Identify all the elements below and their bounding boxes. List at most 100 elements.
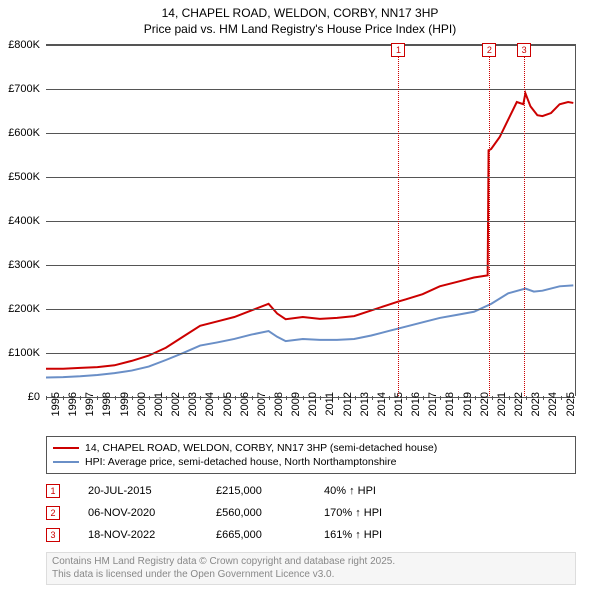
x-axis-label: 2025: [565, 392, 577, 416]
footer-line2: This data is licensed under the Open Gov…: [52, 569, 570, 582]
sale-vline: [398, 45, 399, 396]
x-tick: [115, 396, 116, 400]
x-axis-label: 2008: [273, 392, 285, 416]
x-axis-label: 2003: [187, 392, 199, 416]
x-tick: [200, 396, 201, 400]
y-axis-label: £400K: [0, 215, 40, 227]
x-tick: [166, 396, 167, 400]
x-axis-label: 2002: [170, 392, 182, 416]
plot-region: £0£100K£200K£300K£400K£500K£600K£700K£80…: [46, 44, 576, 396]
x-tick: [561, 396, 562, 400]
x-axis-label: 2017: [427, 392, 439, 416]
sale-row-marker: 2: [46, 506, 60, 520]
x-axis-label: 1997: [84, 392, 96, 416]
sales-table: 120-JUL-2015£215,00040% ↑ HPI206-NOV-202…: [46, 480, 424, 546]
x-tick: [440, 396, 441, 400]
x-tick: [149, 396, 150, 400]
sale-pct: 40% ↑ HPI: [324, 485, 424, 497]
footer-note: Contains HM Land Registry data © Crown c…: [46, 552, 576, 585]
y-axis-label: £800K: [0, 39, 40, 51]
y-gridline: [46, 309, 575, 310]
chart-title: 14, CHAPEL ROAD, WELDON, CORBY, NN17 3HP…: [0, 0, 600, 37]
sale-row: 206-NOV-2020£560,000170% ↑ HPI: [46, 502, 424, 524]
y-gridline: [46, 133, 575, 134]
y-gridline: [46, 177, 575, 178]
x-tick: [475, 396, 476, 400]
x-tick: [132, 396, 133, 400]
x-tick: [63, 396, 64, 400]
x-tick: [372, 396, 373, 400]
x-axis-label: 1996: [67, 392, 79, 416]
x-axis-label: 1998: [101, 392, 113, 416]
x-tick: [320, 396, 321, 400]
legend-swatch: [53, 461, 79, 463]
x-tick: [303, 396, 304, 400]
x-tick: [406, 396, 407, 400]
x-axis-label: 2024: [547, 392, 559, 416]
x-axis-label: 2013: [359, 392, 371, 416]
sale-row: 120-JUL-2015£215,00040% ↑ HPI: [46, 480, 424, 502]
sale-price: £215,000: [216, 485, 296, 497]
x-axis-label: 2018: [444, 392, 456, 416]
x-tick: [269, 396, 270, 400]
legend-item-hpi: HPI: Average price, semi-detached house,…: [53, 455, 569, 469]
x-axis-label: 2004: [204, 392, 216, 416]
sale-price: £560,000: [216, 507, 296, 519]
x-axis-label: 2009: [290, 392, 302, 416]
x-axis-label: 2023: [530, 392, 542, 416]
y-axis-label: £600K: [0, 127, 40, 139]
legend-item-price: 14, CHAPEL ROAD, WELDON, CORBY, NN17 3HP…: [53, 441, 569, 455]
x-tick: [492, 396, 493, 400]
y-gridline: [46, 265, 575, 266]
footer-line1: Contains HM Land Registry data © Crown c…: [52, 556, 570, 569]
x-axis-label: 2021: [496, 392, 508, 416]
sale-marker: 2: [482, 43, 496, 57]
price-line: [46, 93, 573, 369]
x-axis-label: 2011: [324, 392, 336, 416]
sale-marker: 1: [391, 43, 405, 57]
x-axis-label: 2014: [376, 392, 388, 416]
x-axis-label: 2012: [342, 392, 354, 416]
x-tick: [389, 396, 390, 400]
x-axis-label: 2000: [136, 392, 148, 416]
x-tick: [543, 396, 544, 400]
y-axis-label: £300K: [0, 259, 40, 271]
x-axis-label: 2007: [256, 392, 268, 416]
sale-price: £665,000: [216, 529, 296, 541]
sale-vline: [524, 45, 525, 396]
x-tick: [80, 396, 81, 400]
x-axis-label: 1999: [119, 392, 131, 416]
x-tick: [355, 396, 356, 400]
x-tick: [97, 396, 98, 400]
x-axis-label: 2019: [462, 392, 474, 416]
sale-date: 20-JUL-2015: [88, 485, 188, 497]
legend-label: HPI: Average price, semi-detached house,…: [85, 456, 396, 468]
x-tick: [235, 396, 236, 400]
x-axis-label: 2006: [239, 392, 251, 416]
x-tick: [183, 396, 184, 400]
x-tick: [509, 396, 510, 400]
hpi-line: [46, 285, 573, 377]
sale-row-marker: 3: [46, 528, 60, 542]
y-gridline: [46, 353, 575, 354]
x-axis-label: 1995: [50, 392, 62, 416]
x-axis-label: 2005: [222, 392, 234, 416]
x-tick: [458, 396, 459, 400]
sale-pct: 161% ↑ HPI: [324, 529, 424, 541]
legend: 14, CHAPEL ROAD, WELDON, CORBY, NN17 3HP…: [46, 436, 576, 474]
y-axis-label: £100K: [0, 347, 40, 359]
x-tick: [218, 396, 219, 400]
x-axis-label: 2010: [307, 392, 319, 416]
chart-area: £0£100K£200K£300K£400K£500K£600K£700K£80…: [46, 44, 576, 396]
sale-marker: 3: [517, 43, 531, 57]
y-axis-label: £0: [0, 391, 40, 403]
y-gridline: [46, 89, 575, 90]
sale-date: 18-NOV-2022: [88, 529, 188, 541]
title-line1: 14, CHAPEL ROAD, WELDON, CORBY, NN17 3HP: [0, 6, 600, 22]
legend-swatch: [53, 447, 79, 449]
sale-pct: 170% ↑ HPI: [324, 507, 424, 519]
x-axis-label: 2016: [410, 392, 422, 416]
y-axis-label: £700K: [0, 83, 40, 95]
y-gridline: [46, 221, 575, 222]
x-tick: [338, 396, 339, 400]
